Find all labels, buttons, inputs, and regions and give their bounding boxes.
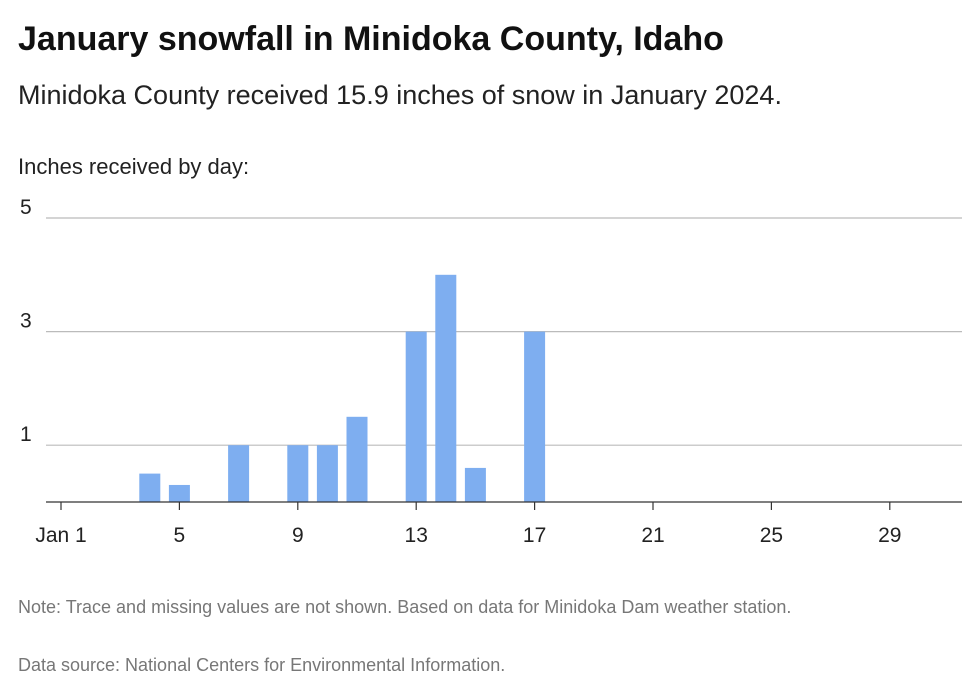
bar-day-10 [316, 445, 338, 502]
x-tick-label: 5 [174, 524, 186, 547]
y-tick-label: 5 [20, 196, 32, 219]
chart-note: Note: Trace and missing values are not s… [18, 597, 792, 617]
x-tick-label: 25 [760, 524, 783, 547]
bar-day-17 [524, 331, 546, 502]
y-tick-label: 1 [20, 423, 32, 446]
y-tick-label: 3 [20, 310, 32, 333]
x-axis [46, 501, 962, 510]
x-tick-label: 9 [292, 524, 304, 547]
data-source: Data source: National Centers for Enviro… [18, 655, 506, 675]
x-tick-label: 17 [523, 524, 546, 547]
bar-day-7 [228, 445, 250, 502]
chart-subtitle: Minidoka County received 15.9 inches of … [18, 80, 782, 110]
bar-day-5 [168, 484, 190, 502]
bar-day-11 [346, 416, 368, 502]
bar-day-4 [139, 473, 161, 502]
gridlines [46, 217, 962, 446]
bar-day-13 [405, 331, 427, 502]
chart-title: January snowfall in Minidoka County, Ida… [18, 20, 724, 58]
bars [139, 274, 546, 502]
bar-day-14 [435, 274, 457, 502]
bar-day-9 [287, 445, 309, 502]
bar-day-15 [464, 467, 486, 502]
x-tick-label: Jan 1 [35, 524, 86, 547]
x-tick-label: 13 [405, 524, 428, 547]
x-tick-label: 29 [878, 524, 901, 547]
x-tick-label: 21 [641, 524, 664, 547]
y-axis-title: Inches received by day: [18, 154, 250, 179]
